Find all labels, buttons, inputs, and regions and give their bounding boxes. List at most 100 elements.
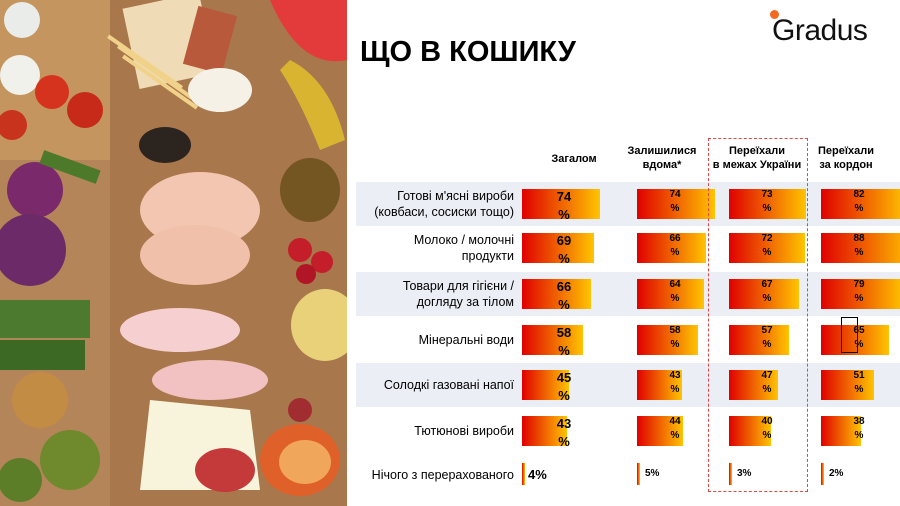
value-unit: % bbox=[854, 293, 864, 304]
value-unit: % bbox=[670, 247, 680, 258]
value-label: 5% bbox=[645, 468, 660, 479]
bar bbox=[522, 189, 600, 219]
value-unit: % bbox=[670, 430, 680, 441]
value-number: 57 bbox=[761, 325, 773, 336]
value-label: 69% bbox=[552, 232, 576, 268]
value-label: 58% bbox=[663, 324, 687, 352]
series-header-line: в межах України bbox=[712, 159, 802, 171]
value-label: 51% bbox=[847, 369, 871, 397]
bar bbox=[821, 325, 890, 355]
value-label: 44% bbox=[663, 415, 687, 443]
bar bbox=[637, 370, 683, 400]
bar bbox=[821, 279, 900, 309]
value-unit: % bbox=[670, 203, 680, 214]
value-number: 82 bbox=[853, 189, 865, 200]
series-header-line: за кордон bbox=[819, 159, 873, 171]
value-number: 58 bbox=[669, 325, 681, 336]
value-number: 69 bbox=[556, 233, 572, 248]
category-label-line: Молоко / молочні bbox=[413, 233, 514, 247]
bar bbox=[729, 279, 800, 309]
value-unit: % bbox=[762, 430, 772, 441]
bar bbox=[637, 325, 698, 355]
value-unit: % bbox=[854, 384, 864, 395]
category-label-text: Товари для гігієни / догляду за тілом bbox=[403, 278, 514, 310]
value-label: 2% bbox=[829, 468, 844, 479]
series-header-line: Залишилися bbox=[627, 145, 697, 157]
category-label-text: Молоко / молочні продукти bbox=[414, 232, 514, 264]
category-label: Нічого з перерахованого bbox=[356, 453, 514, 497]
value-unit: % bbox=[762, 203, 772, 214]
value-label: 67% bbox=[755, 278, 779, 306]
value-label: 72% bbox=[755, 232, 779, 260]
value-number: 79 bbox=[853, 279, 865, 290]
food-photo bbox=[0, 0, 347, 506]
abroad-domestic-highlight-box bbox=[708, 138, 808, 492]
bar bbox=[522, 279, 592, 309]
value-label: 74% bbox=[552, 188, 576, 224]
value-label: 38% bbox=[847, 415, 871, 443]
series-header: Переїхали за кордон bbox=[806, 144, 886, 172]
row-background bbox=[356, 182, 900, 226]
category-label: Молоко / молочні продукти bbox=[356, 226, 514, 270]
value-unit: % bbox=[558, 207, 570, 222]
value-label: 4% bbox=[528, 467, 547, 482]
value-number: 38 bbox=[853, 416, 865, 427]
value-highlight-box bbox=[841, 317, 858, 353]
value-label: 66% bbox=[663, 232, 687, 260]
value-number: 67 bbox=[761, 279, 773, 290]
value-number: 66 bbox=[556, 279, 572, 294]
value-unit: % bbox=[854, 247, 864, 258]
category-label-text: Мінеральні води bbox=[419, 332, 514, 348]
value-unit: % bbox=[854, 430, 864, 441]
value-label: 74% bbox=[663, 188, 687, 216]
bar bbox=[821, 370, 875, 400]
value-number: 64 bbox=[669, 279, 681, 290]
series-header: Залишилися вдома* bbox=[617, 144, 707, 172]
value-label: 40% bbox=[755, 415, 779, 443]
value-unit: % bbox=[854, 339, 864, 350]
series-header-line: Загалом bbox=[551, 153, 597, 165]
category-label-text: Готові м'ясні вироби (ковбаси, сосиски то… bbox=[374, 188, 514, 220]
bar bbox=[522, 416, 568, 446]
row-background bbox=[356, 363, 900, 407]
bar bbox=[522, 370, 570, 400]
bar bbox=[729, 416, 771, 446]
category-label-line: (ковбаси, сосиски тощо) bbox=[374, 205, 514, 219]
value-number: 73 bbox=[761, 189, 773, 200]
series-header-line: вдома* bbox=[642, 159, 682, 171]
value-label: 3% bbox=[737, 468, 752, 479]
bar bbox=[522, 463, 525, 485]
value-unit: % bbox=[558, 297, 570, 312]
category-label-line: догляду за тілом bbox=[416, 295, 514, 309]
value-unit: % bbox=[762, 293, 772, 304]
bar bbox=[821, 233, 900, 263]
value-unit: % bbox=[670, 339, 680, 350]
value-number: 88 bbox=[853, 233, 865, 244]
category-label-text: Тютюнові вироби bbox=[414, 423, 514, 439]
value-label: 66% bbox=[552, 278, 576, 314]
bar bbox=[821, 463, 824, 485]
bar bbox=[729, 233, 805, 263]
value-label: 73% bbox=[755, 188, 779, 216]
category-label-line: Тютюнові вироби bbox=[414, 424, 514, 438]
value-unit: % bbox=[762, 384, 772, 395]
bar bbox=[637, 279, 705, 309]
bar bbox=[522, 233, 595, 263]
value-label: 82% bbox=[847, 188, 871, 216]
value-label: 88% bbox=[847, 232, 871, 260]
value-number: 74 bbox=[669, 189, 681, 200]
bar bbox=[522, 325, 583, 355]
bar bbox=[729, 189, 806, 219]
value-label: 45% bbox=[552, 369, 576, 405]
bar bbox=[637, 416, 684, 446]
value-unit: % bbox=[854, 203, 864, 214]
logo-text: Gradus bbox=[772, 14, 868, 47]
value-label: 47% bbox=[755, 369, 779, 397]
value-number: 74 bbox=[556, 189, 572, 204]
value-number: 65 bbox=[853, 325, 865, 336]
category-label-text: Солодкі газовані напої bbox=[384, 377, 514, 393]
value-number: 43 bbox=[669, 370, 681, 381]
value-unit: % bbox=[670, 384, 680, 395]
category-label: Готові м'ясні вироби (ковбаси, сосиски то… bbox=[356, 182, 514, 226]
series-header: Загалом bbox=[534, 152, 614, 166]
